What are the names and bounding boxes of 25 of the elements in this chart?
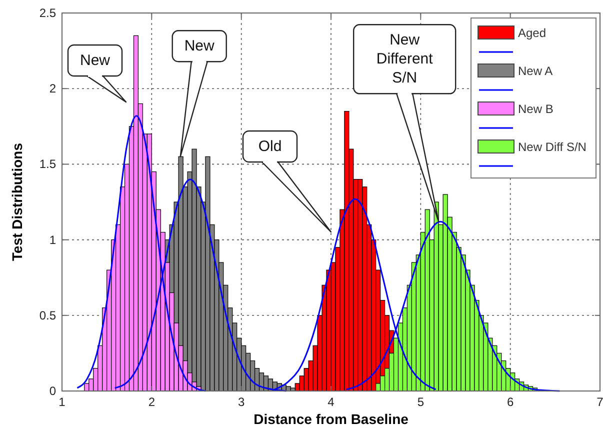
- x-tick-label: 5: [417, 395, 424, 409]
- annotation: New Different S/N: [376, 32, 434, 87]
- legend-label: New B: [518, 102, 554, 116]
- x-tick-label: 6: [506, 395, 514, 409]
- annotation: Old: [258, 138, 282, 155]
- annotation: New: [80, 52, 110, 69]
- legend-label: New Diff S/N: [518, 140, 586, 154]
- y-tick-label: 0.5: [39, 308, 56, 322]
- x-tick-label: 1: [58, 395, 66, 409]
- x-tick-label: 7: [596, 395, 603, 409]
- annotation: New: [184, 38, 215, 55]
- x-tick-label: 3: [238, 395, 245, 409]
- y-tick-label: 2: [49, 82, 56, 96]
- speech-callout: Old: [242, 130, 332, 233]
- y-tick-label: 0: [49, 384, 56, 398]
- y-tick-label: 2.5: [39, 6, 56, 20]
- x-tick-label: 2: [148, 395, 156, 409]
- y-tick-label: 1.5: [39, 157, 56, 172]
- y-axis-title: Test Distributions: [9, 142, 25, 261]
- x-axis-title: Distance from Baseline: [254, 411, 409, 427]
- legend-label: New A: [518, 64, 553, 78]
- legend-label: Aged: [518, 26, 546, 40]
- y-tick-label: 1: [49, 232, 56, 247]
- speech-callout: New: [67, 44, 127, 103]
- x-tick-label: 4: [328, 395, 335, 409]
